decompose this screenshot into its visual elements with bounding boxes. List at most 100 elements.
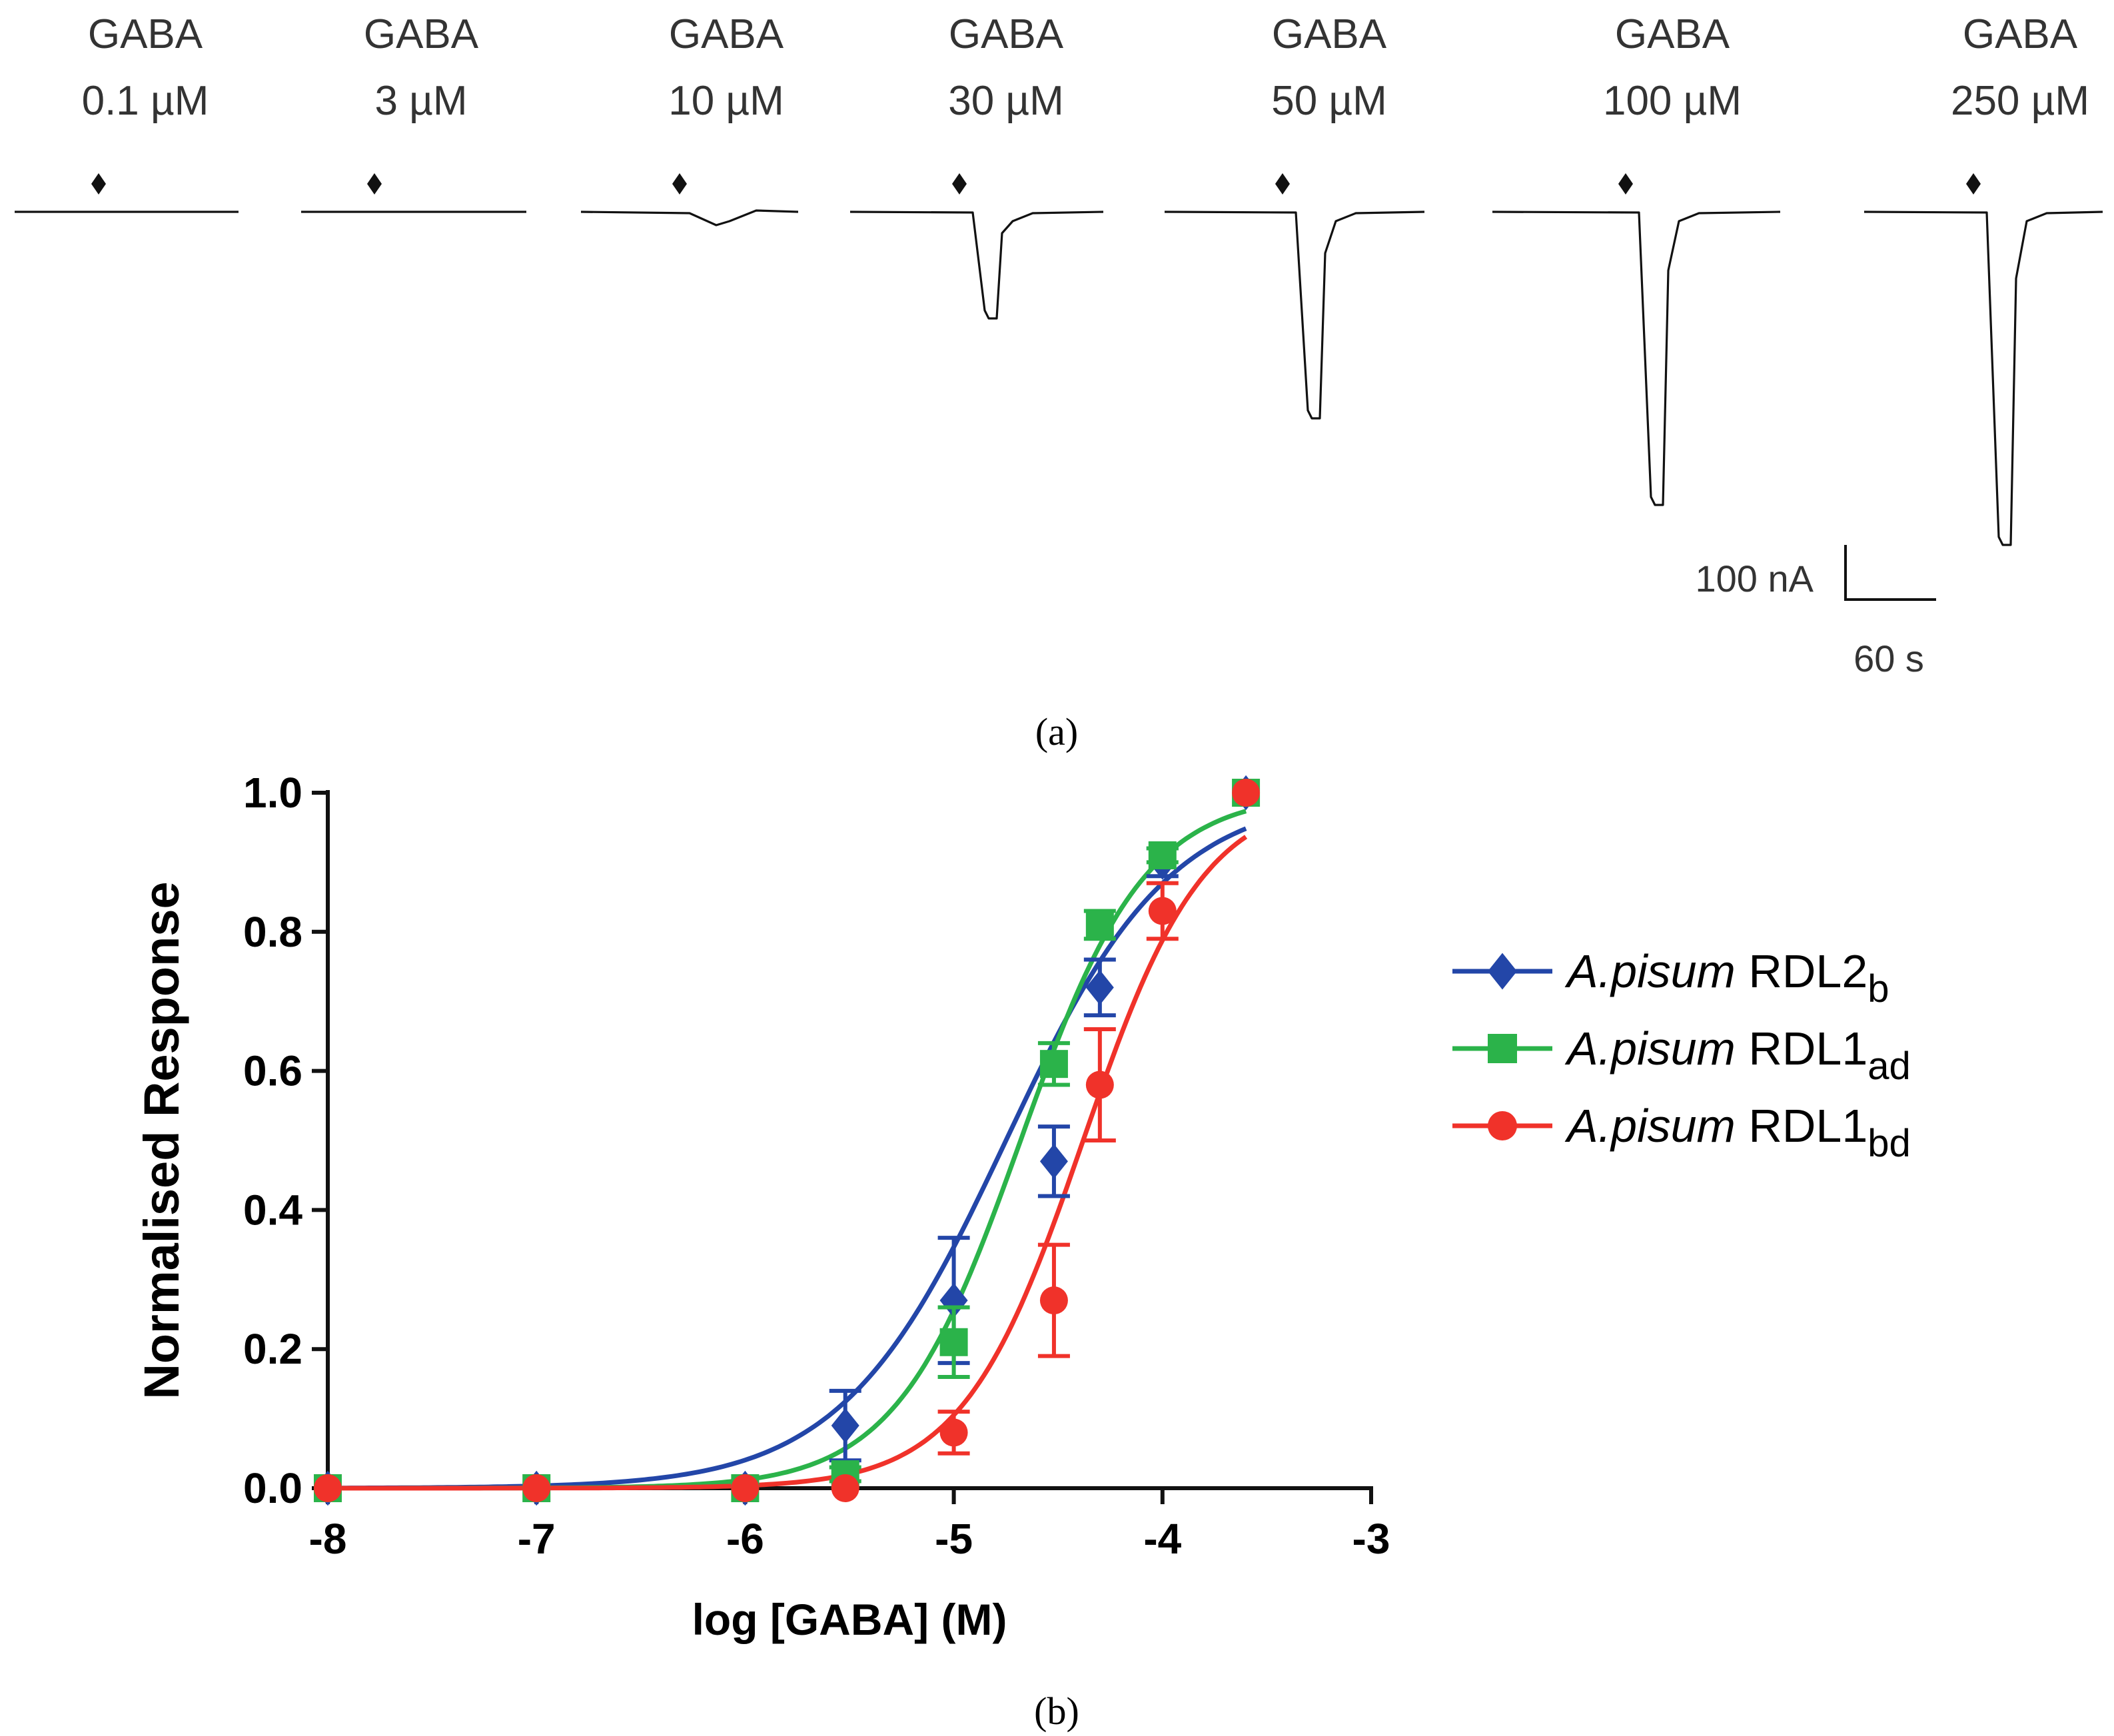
diamond-marker	[831, 1408, 859, 1444]
circle-marker	[1232, 779, 1261, 807]
legend-item: A.pisum RDL1ad	[1452, 1023, 1911, 1088]
trace-6: GABA 250 µM	[1863, 11, 2103, 546]
circle-marker	[1488, 1111, 1517, 1140]
trace-label-concentration: 50 µM	[1271, 78, 1387, 124]
trace-label-concentration: 3 µM	[374, 78, 467, 124]
current-trace	[580, 209, 799, 226]
scale-bar-current-label: 100 nA	[1696, 558, 1814, 600]
data-point	[314, 1474, 342, 1502]
trace-label-top: GABA	[949, 11, 1064, 57]
current-trace	[1164, 211, 1425, 420]
trace-label-concentration: 10 µM	[668, 78, 784, 124]
application-marker-icon	[672, 173, 687, 195]
panel-b-label-text: (b)	[1034, 1689, 1079, 1733]
legend: A.pisum RDL2b A.pisum RDL1ad A.pisum RDL1b…	[1452, 945, 1911, 1165]
application-marker-icon	[91, 173, 106, 195]
data-point	[1146, 841, 1179, 869]
trace-label-top: GABA	[88, 11, 203, 57]
x-tick-label: -6	[726, 1515, 764, 1563]
diamond-marker	[1488, 953, 1517, 990]
trace-4: GABA 50 µM	[1164, 11, 1425, 420]
current-trace	[849, 211, 1104, 320]
panel-a-label-text: (a)	[1035, 710, 1078, 753]
legend-label: A.pisum RDL2b	[1564, 945, 1889, 1011]
y-tick-label: 0.8	[243, 908, 302, 956]
circle-marker	[731, 1474, 760, 1502]
data-point	[1232, 779, 1261, 807]
x-tick-label: -7	[518, 1515, 556, 1563]
trace-label-concentration: 100 µM	[1603, 78, 1742, 124]
trace-1: GABA 3 µM	[301, 11, 526, 213]
application-marker-icon	[952, 173, 967, 195]
data-point	[1037, 1041, 1070, 1087]
data-point	[1037, 1242, 1070, 1358]
fit-curve-RDL1bd	[328, 835, 1248, 1491]
chart-axes: -8 -7 -6 -5 -4 -3 0.0 0.2 0.4 0.6 0.8 1.0	[243, 769, 1390, 1563]
legend-label: A.pisum RDL1bd	[1564, 1100, 1911, 1165]
x-tick-label: -3	[1352, 1515, 1390, 1563]
trace-2: GABA 10 µM	[580, 11, 799, 226]
square-marker	[1039, 1050, 1068, 1079]
data-point	[1146, 881, 1179, 941]
trace-label-top: GABA	[669, 11, 784, 57]
square-marker	[1148, 841, 1177, 869]
data-point	[937, 1305, 970, 1379]
square-marker	[1488, 1034, 1517, 1063]
y-tick-label: 0.0	[243, 1464, 302, 1512]
data-point	[829, 1388, 861, 1463]
circle-marker	[1085, 1071, 1114, 1099]
current-trace	[1492, 211, 1781, 506]
diamond-marker	[1039, 1144, 1068, 1179]
application-marker-icon	[1966, 173, 1981, 195]
legend-item: A.pisum RDL1bd	[1452, 1100, 1911, 1165]
trace-label-concentration: 250 µM	[1951, 78, 2089, 124]
diamond-marker	[1085, 970, 1114, 1005]
trace-label-top: GABA	[364, 11, 479, 57]
panel-b-label: (b)	[1034, 1689, 1079, 1733]
data-point	[1083, 1027, 1116, 1142]
circle-marker	[939, 1418, 968, 1447]
data-point	[937, 1410, 970, 1456]
y-tick-label: 1.0	[243, 769, 302, 817]
circle-marker	[314, 1474, 342, 1502]
data-point	[1083, 909, 1116, 941]
scale-bar: 100 nA 60 s	[1696, 545, 1936, 679]
x-tick-label: -4	[1143, 1515, 1181, 1563]
circle-marker	[522, 1474, 551, 1502]
circle-marker	[831, 1474, 859, 1502]
data-point	[1037, 1124, 1070, 1198]
legend-label: A.pisum RDL1ad	[1564, 1023, 1911, 1088]
y-tick-label: 0.2	[243, 1325, 302, 1373]
x-tick-label: -5	[935, 1515, 973, 1563]
data-point	[1083, 957, 1116, 1018]
circle-marker	[1039, 1286, 1068, 1315]
y-axis-label: Normalised Response	[134, 881, 189, 1399]
application-marker-icon	[367, 173, 382, 195]
square-marker	[939, 1328, 968, 1356]
x-tick-label: -8	[309, 1515, 347, 1563]
square-marker	[1085, 911, 1114, 939]
current-trace	[1863, 211, 2103, 546]
application-marker-icon	[1618, 173, 1633, 195]
application-marker-icon	[1275, 173, 1290, 195]
trace-label-concentration: 0.1 µM	[82, 78, 209, 124]
panel-a-label: (a)	[1035, 710, 1078, 753]
scale-bar-time-label: 60 s	[1853, 638, 1924, 679]
trace-label-concentration: 30 µM	[948, 78, 1064, 124]
data-points	[314, 775, 1261, 1506]
trace-label-top: GABA	[1963, 11, 2078, 57]
data-point	[522, 1474, 551, 1502]
x-axis-label: log [GABA] (M)	[692, 1595, 1007, 1644]
data-point	[831, 1474, 859, 1502]
y-tick-label: 0.4	[243, 1186, 302, 1234]
circle-marker	[1148, 897, 1177, 925]
trace-label-top: GABA	[1615, 11, 1730, 57]
trace-label-top: GABA	[1272, 11, 1387, 57]
trace-5: GABA 100 µM	[1492, 11, 1781, 506]
trace-3: GABA 30 µM	[849, 11, 1104, 320]
data-point	[731, 1474, 760, 1502]
y-tick-label: 0.6	[243, 1047, 302, 1095]
legend-item: A.pisum RDL2b	[1452, 945, 1889, 1011]
